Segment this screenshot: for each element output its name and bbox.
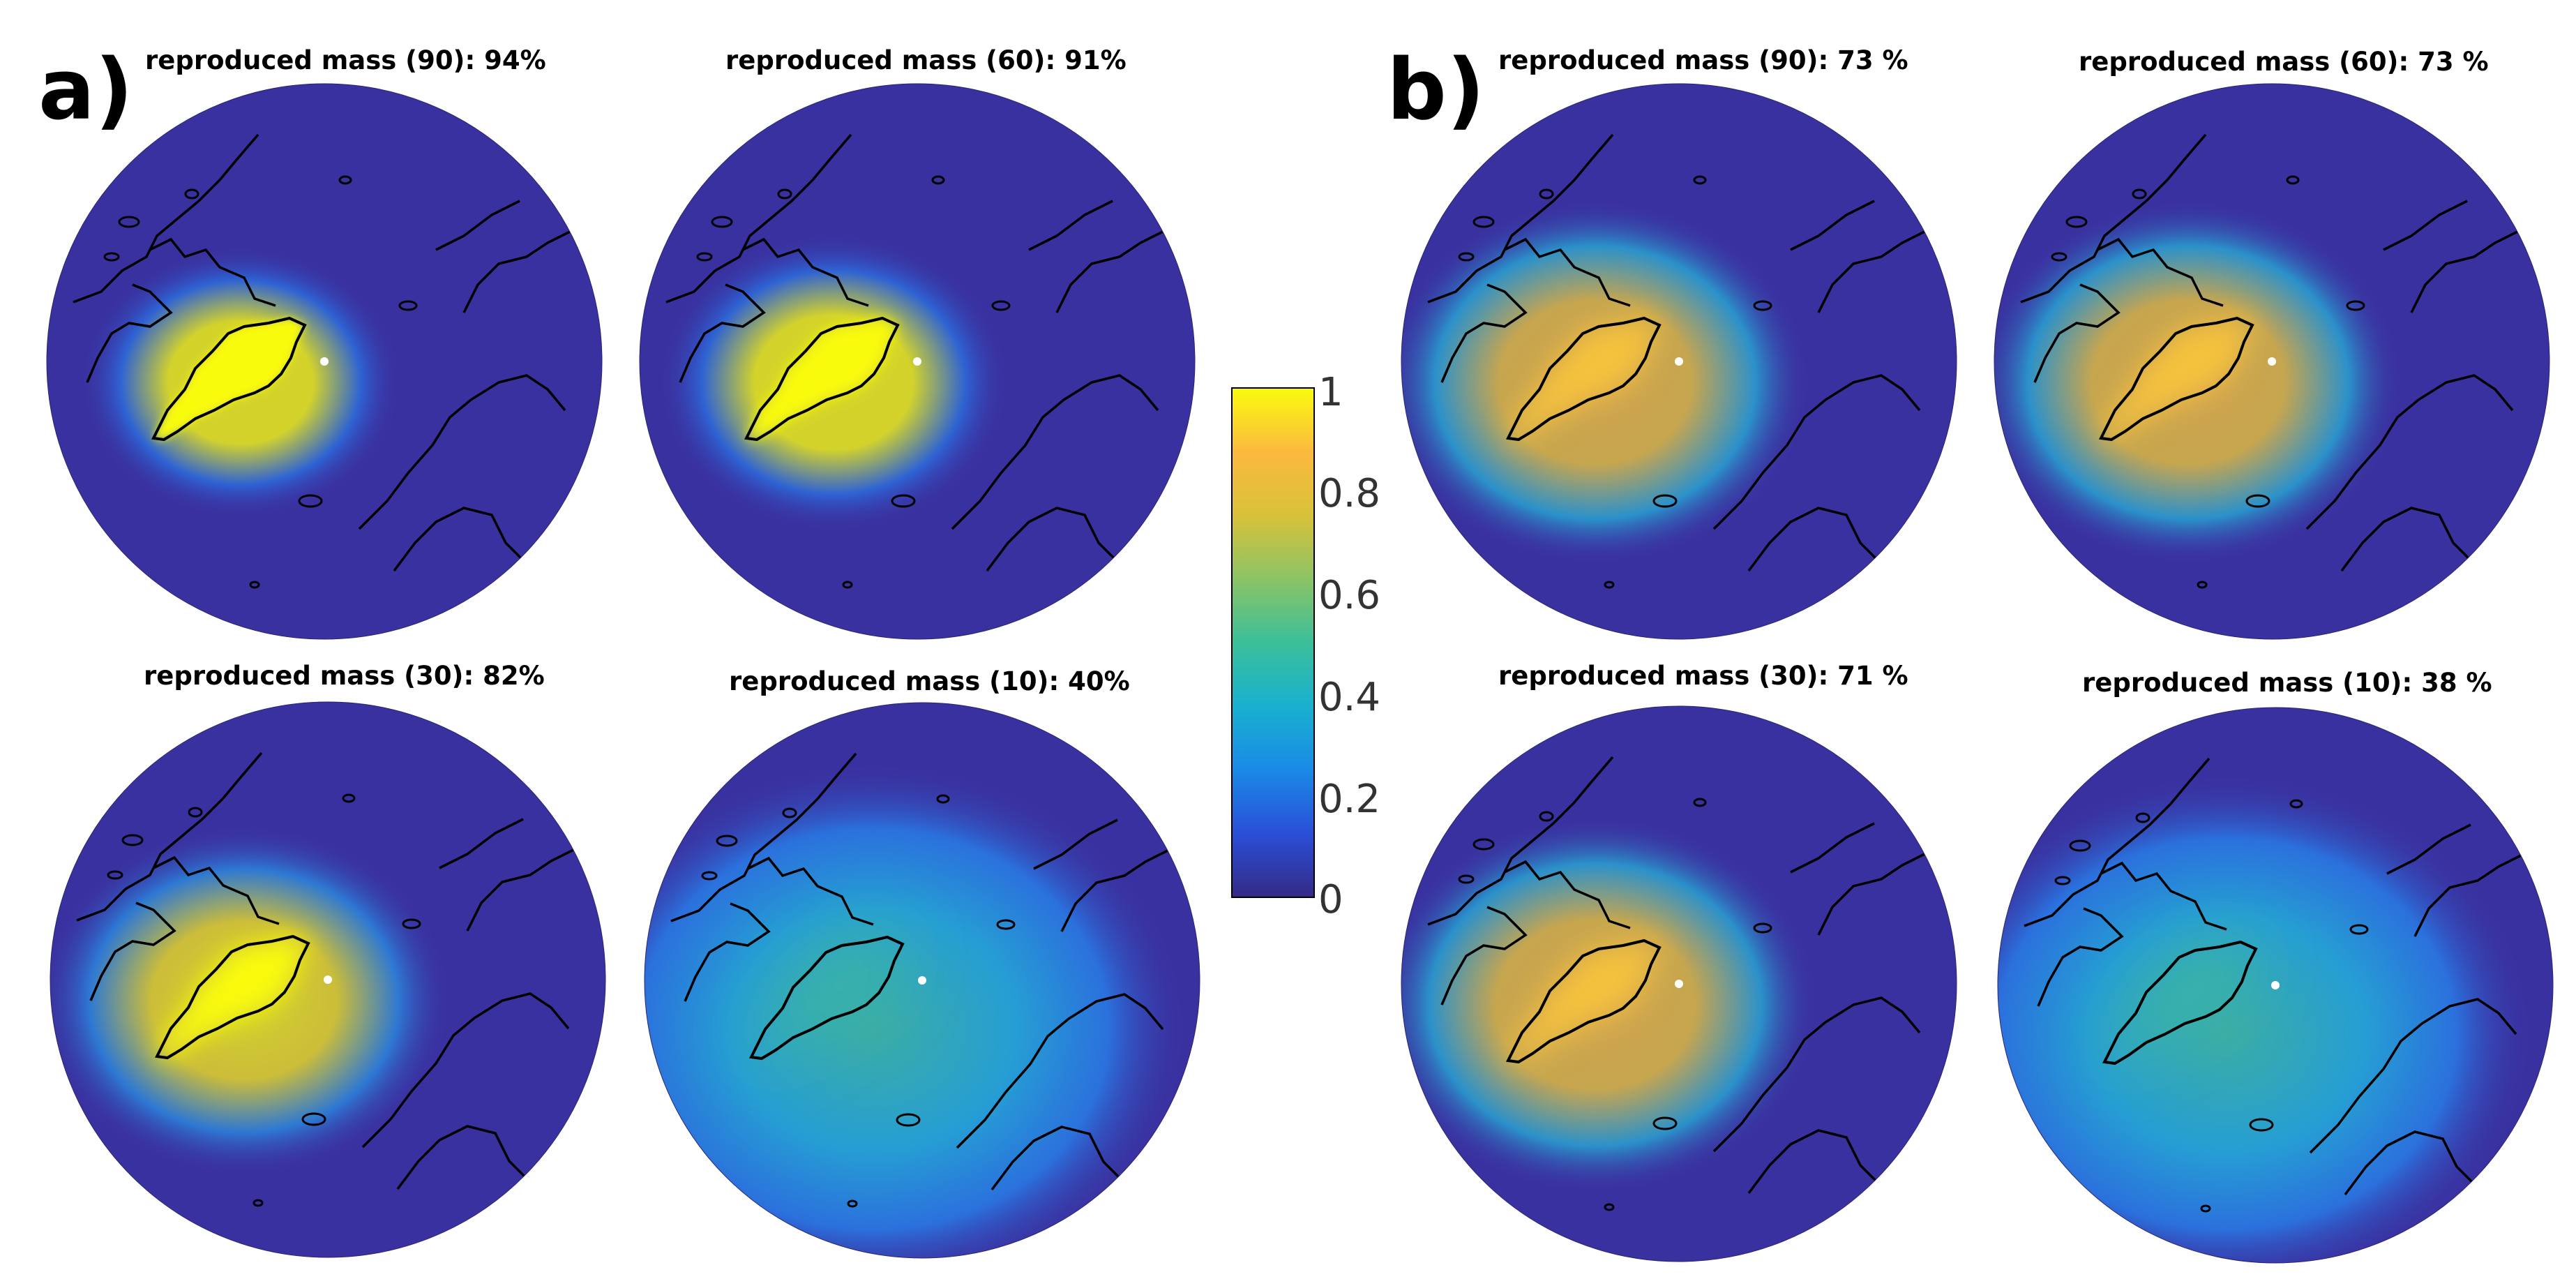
map-title-a1: reproduced mass (90): 94% xyxy=(145,45,546,75)
map-title-b3: reproduced mass (30): 71 % xyxy=(1498,661,1908,691)
polar-map-a1 xyxy=(46,83,603,640)
polar-map-a2 xyxy=(639,83,1196,640)
colorbar-tick-0.4: 0.4 xyxy=(1318,675,1381,720)
colorbar-tick-1: 1 xyxy=(1318,370,1343,415)
polar-map-b4 xyxy=(1997,707,2554,1264)
map-title-a4: reproduced mass (10): 40% xyxy=(729,666,1130,696)
polar-map-a4 xyxy=(644,702,1200,1259)
colorbar-tick-0: 0 xyxy=(1318,877,1343,922)
polar-map-a3 xyxy=(50,701,606,1258)
map-title-b2: reproduced mass (60): 73 % xyxy=(2079,47,2489,77)
colorbar-tick-0.6: 0.6 xyxy=(1318,573,1381,618)
polar-map-b2 xyxy=(1994,83,2550,640)
map-title-b4: reproduced mass (10): 38 % xyxy=(2082,668,2492,698)
colorbar-tick-0.2: 0.2 xyxy=(1318,777,1381,822)
colorbar xyxy=(1231,387,1315,898)
colorbar-tick-0.8: 0.8 xyxy=(1318,471,1381,516)
map-title-a2: reproduced mass (60): 91% xyxy=(725,45,1127,75)
polar-map-b3 xyxy=(1401,705,1957,1262)
panel-label-b: b) xyxy=(1387,42,1485,139)
map-title-a3: reproduced mass (30): 82% xyxy=(144,661,545,691)
map-title-b1: reproduced mass (90): 73 % xyxy=(1498,45,1908,75)
polar-map-b1 xyxy=(1401,83,1957,640)
panel-label-a: a) xyxy=(38,42,133,139)
